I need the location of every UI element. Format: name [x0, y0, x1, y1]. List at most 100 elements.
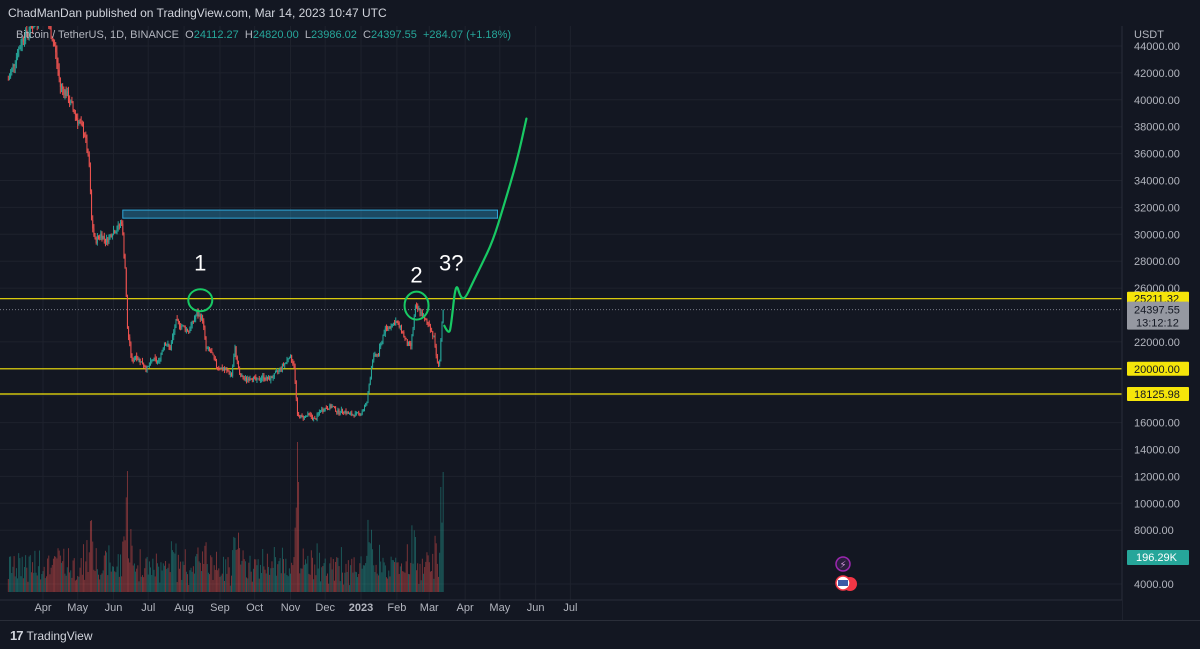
- volume-bar: [62, 561, 64, 592]
- volume-bar: [226, 573, 228, 592]
- candle: [431, 330, 433, 332]
- volume-bar: [380, 561, 382, 592]
- candle: [314, 417, 316, 419]
- volume-bar: [374, 572, 376, 592]
- volume-bar: [26, 567, 28, 592]
- candle: [89, 166, 91, 192]
- volume-bar: [37, 566, 39, 592]
- volume-bars: [7, 442, 444, 592]
- volume-bar: [138, 581, 140, 592]
- volume-bar: [284, 573, 286, 592]
- volume-bar: [94, 571, 96, 592]
- candle: [258, 378, 260, 381]
- volume-bar: [362, 565, 364, 592]
- candle: [128, 328, 130, 338]
- candle: [316, 414, 318, 420]
- volume-bar: [154, 576, 156, 592]
- candle: [283, 364, 285, 366]
- candle: [441, 322, 443, 341]
- volume-bar: [436, 563, 438, 592]
- volume-bar: [209, 574, 210, 592]
- candle: [170, 342, 172, 350]
- wave-label: 1: [194, 251, 206, 276]
- candle: [425, 318, 427, 320]
- symbol-name[interactable]: Bitcoin / TetherUS, 1D, BINANCE: [16, 29, 180, 41]
- resistance-zone: [122, 209, 499, 219]
- volume-bar: [217, 570, 219, 592]
- candle: [99, 237, 101, 239]
- candle: [86, 138, 88, 153]
- volume-bar: [18, 553, 20, 592]
- candle: [176, 318, 178, 320]
- candle: [337, 409, 339, 413]
- candle: [305, 415, 306, 417]
- time-tick-label: Aug: [174, 602, 194, 614]
- candle: [124, 254, 126, 269]
- candle: [353, 414, 355, 417]
- candle: [114, 230, 116, 234]
- volume-bar: [163, 565, 165, 592]
- volume-bar: [83, 544, 84, 592]
- candle: [145, 367, 147, 370]
- volume-bar: [349, 585, 350, 592]
- candle: [438, 361, 439, 365]
- candle: [325, 407, 327, 409]
- volume-bar: [213, 565, 215, 592]
- candle: [358, 412, 360, 414]
- volume-bar: [65, 575, 67, 592]
- candle: [368, 384, 370, 393]
- volume-bar: [389, 576, 391, 592]
- candle: [347, 411, 349, 414]
- candle: [281, 364, 283, 370]
- candle: [242, 375, 244, 379]
- candle: [203, 321, 205, 328]
- candle: [139, 358, 141, 363]
- volume-bar: [143, 577, 145, 592]
- volume-bar: [414, 537, 416, 592]
- volume-bar: [200, 571, 202, 592]
- volume-bar: [384, 565, 386, 592]
- tradingview-logo[interactable]: 17 TradingView: [10, 628, 93, 643]
- candle: [294, 366, 296, 381]
- volume-bar: [204, 545, 206, 592]
- candle: [58, 70, 60, 78]
- price-tick-label: 12000.00: [1134, 471, 1180, 483]
- volume-bar: [14, 576, 16, 592]
- price-tick-label: 16000.00: [1134, 418, 1180, 430]
- volume-bar: [259, 564, 261, 592]
- volume-bar: [194, 573, 195, 592]
- volume-bar: [185, 571, 187, 592]
- volume-bar: [236, 549, 238, 592]
- volume-bar: [295, 507, 297, 592]
- footer: 17 TradingView: [0, 620, 1200, 649]
- volume-bar: [325, 575, 327, 592]
- volume-bar: [337, 557, 339, 592]
- candle: [154, 357, 156, 359]
- candle: [313, 417, 315, 420]
- close-value: 24397.55: [370, 29, 417, 41]
- currency-label: USDT: [1134, 29, 1164, 41]
- time-axis[interactable]: Apr May Jun Jul Aug Sep Oct Nov Dec 2023 Feb Mar Apr…: [0, 599, 1122, 620]
- volume-bar: [79, 567, 81, 592]
- volume-bar: [353, 557, 355, 592]
- volume-bar: [162, 563, 164, 592]
- volume-bar: [25, 555, 27, 592]
- volume-bar: [271, 561, 273, 592]
- candle: [336, 411, 338, 413]
- candle: [202, 315, 204, 322]
- candle: [67, 91, 69, 102]
- candle: [329, 405, 331, 410]
- candle: [184, 326, 186, 331]
- candle: [272, 377, 274, 379]
- volume-bar: [222, 556, 224, 592]
- volume-bar: [439, 552, 441, 592]
- candle: [237, 360, 239, 370]
- volume-bar: [13, 556, 15, 592]
- volume-bar: [72, 560, 74, 592]
- candle: [64, 90, 66, 95]
- current-price-badge: [1127, 301, 1189, 330]
- candle: [388, 326, 390, 329]
- candle: [224, 369, 226, 371]
